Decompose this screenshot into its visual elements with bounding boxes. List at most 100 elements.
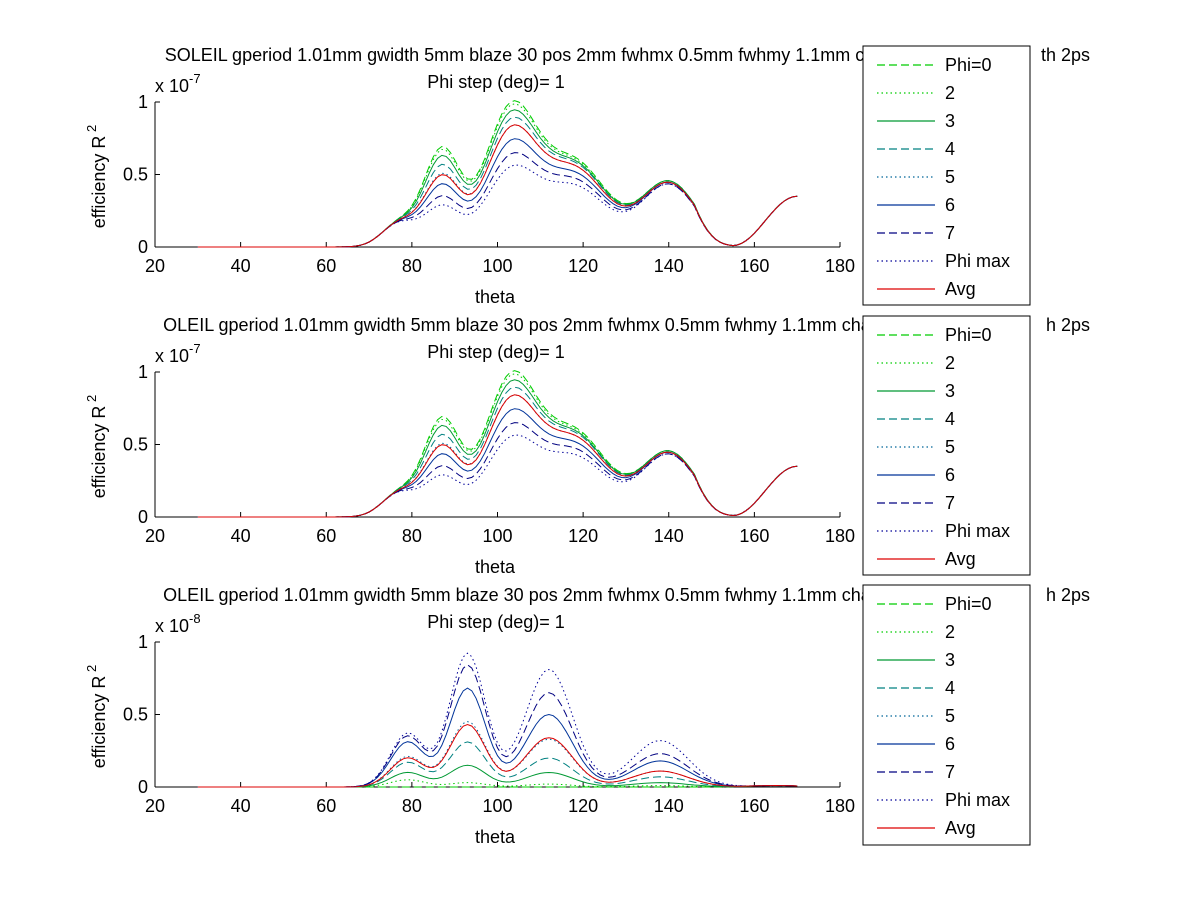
- legend-label: 7: [945, 762, 955, 782]
- exponent-label: x 10-7: [155, 341, 201, 366]
- series-line: [197, 723, 798, 788]
- y-axis-label-text: efficiency R: [89, 676, 109, 769]
- x-tick-label: 140: [654, 526, 684, 546]
- legend-label: Phi=0: [945, 325, 992, 345]
- x-tick-label: 120: [568, 526, 598, 546]
- y-axis-label-text: efficiency R: [89, 136, 109, 229]
- chart-title-tail: h 2ps: [1046, 585, 1090, 605]
- x-axis-label: theta: [475, 557, 516, 577]
- legend-label: 4: [945, 139, 955, 159]
- x-tick-label: 140: [654, 256, 684, 276]
- x-tick-label: 180: [825, 526, 855, 546]
- legend-label: 2: [945, 622, 955, 642]
- legend-label: 6: [945, 734, 955, 754]
- legend-label: Phi=0: [945, 594, 992, 614]
- chart-panel: SOLEIL gperiod 1.01mm gwidth 5mm blaze 3…: [84, 45, 1090, 307]
- y-tick-label: 0: [138, 777, 148, 797]
- series-line: [197, 687, 798, 788]
- series-line: [197, 394, 798, 518]
- legend-label: Phi max: [945, 251, 1010, 271]
- x-tick-label: 160: [739, 796, 769, 816]
- legend: Phi=0 2 3 4 5 6 7 Phi max Avg: [862, 315, 1031, 576]
- y-axis-label: efficiency R 2: [84, 395, 109, 499]
- legend-label: Phi max: [945, 521, 1010, 541]
- legend-label: 5: [945, 437, 955, 457]
- series-line: [197, 379, 798, 518]
- x-axis-label: theta: [475, 287, 516, 307]
- x-tick-label: 140: [654, 796, 684, 816]
- y-tick-label: 1: [138, 92, 148, 112]
- legend: Phi=0 2 3 4 5 6 7 Phi max Avg: [862, 584, 1031, 846]
- legend-box: [862, 45, 1031, 306]
- x-tick-label: 60: [316, 796, 336, 816]
- x-tick-label: 80: [402, 256, 422, 276]
- y-tick-label: 1: [138, 362, 148, 382]
- x-tick-label: 20: [145, 256, 165, 276]
- x-tick-label: 100: [482, 796, 512, 816]
- legend-label: 6: [945, 195, 955, 215]
- x-tick-label: 40: [231, 796, 251, 816]
- chart-title: OLEIL gperiod 1.01mm gwidth 5mm blaze 30…: [163, 585, 912, 605]
- exponent-sup: -8: [189, 611, 201, 626]
- chart-subtitle: Phi step (deg)= 1: [427, 342, 565, 362]
- legend-label: 7: [945, 493, 955, 513]
- x-tick-label: 40: [231, 526, 251, 546]
- y-tick-label: 0: [138, 237, 148, 257]
- x-tick-label: 180: [825, 256, 855, 276]
- series-line: [197, 109, 798, 248]
- legend-label: 3: [945, 650, 955, 670]
- legend-label: 3: [945, 111, 955, 131]
- series-line: [197, 370, 798, 518]
- y-axis-label-sup: 2: [84, 125, 99, 136]
- series-line: [197, 664, 798, 788]
- legend-label: 3: [945, 381, 955, 401]
- x-tick-label: 180: [825, 796, 855, 816]
- series-line: [197, 103, 798, 248]
- series-line: [197, 434, 798, 518]
- series-line: [197, 152, 798, 248]
- series-line: [197, 394, 798, 518]
- legend-label: 7: [945, 223, 955, 243]
- legend-label: 4: [945, 678, 955, 698]
- x-tick-label: 80: [402, 526, 422, 546]
- series-line: [197, 721, 798, 788]
- chart-title-tail: h 2ps: [1046, 315, 1090, 335]
- chart-title: SOLEIL gperiod 1.01mm gwidth 5mm blaze 3…: [165, 45, 911, 65]
- exponent-label: x 10-7: [155, 71, 201, 96]
- y-tick-label: 0: [138, 507, 148, 527]
- series-line: [197, 164, 798, 248]
- chart-subtitle: Phi step (deg)= 1: [427, 612, 565, 632]
- legend-label: Avg: [945, 549, 976, 569]
- exponent-label: x 10-8: [155, 611, 201, 636]
- chart-title-tail: th 2ps: [1041, 45, 1090, 65]
- series-line: [197, 124, 798, 248]
- legend-label: Avg: [945, 279, 976, 299]
- x-tick-label: 100: [482, 256, 512, 276]
- legend-label: Phi max: [945, 790, 1010, 810]
- exponent-sup: -7: [189, 341, 201, 356]
- x-tick-label: 20: [145, 526, 165, 546]
- y-tick-label: 0.5: [123, 435, 148, 455]
- legend-label: 5: [945, 706, 955, 726]
- legend-label: 2: [945, 83, 955, 103]
- y-tick-label: 0.5: [123, 165, 148, 185]
- legend-label: 6: [945, 465, 955, 485]
- chart-panel: OLEIL gperiod 1.01mm gwidth 5mm blaze 30…: [84, 585, 1090, 847]
- y-tick-label: 0.5: [123, 705, 148, 725]
- legend-label: 5: [945, 167, 955, 187]
- x-tick-label: 120: [568, 256, 598, 276]
- x-axis-label: theta: [475, 827, 516, 847]
- x-tick-label: 40: [231, 256, 251, 276]
- y-axis-label-text: efficiency R: [89, 406, 109, 499]
- y-axis-label: efficiency R 2: [84, 125, 109, 229]
- legend: Phi=0 2 3 4 5 6 7 Phi max Avg: [862, 45, 1031, 306]
- chart-subtitle: Phi step (deg)= 1: [427, 72, 565, 92]
- exponent-sup: -7: [189, 71, 201, 86]
- x-tick-label: 160: [739, 526, 769, 546]
- y-tick-label: 1: [138, 632, 148, 652]
- x-tick-label: 100: [482, 526, 512, 546]
- legend-label: Avg: [945, 818, 976, 838]
- legend-label: 2: [945, 353, 955, 373]
- series-line: [197, 386, 798, 518]
- y-axis-label: efficiency R 2: [84, 665, 109, 769]
